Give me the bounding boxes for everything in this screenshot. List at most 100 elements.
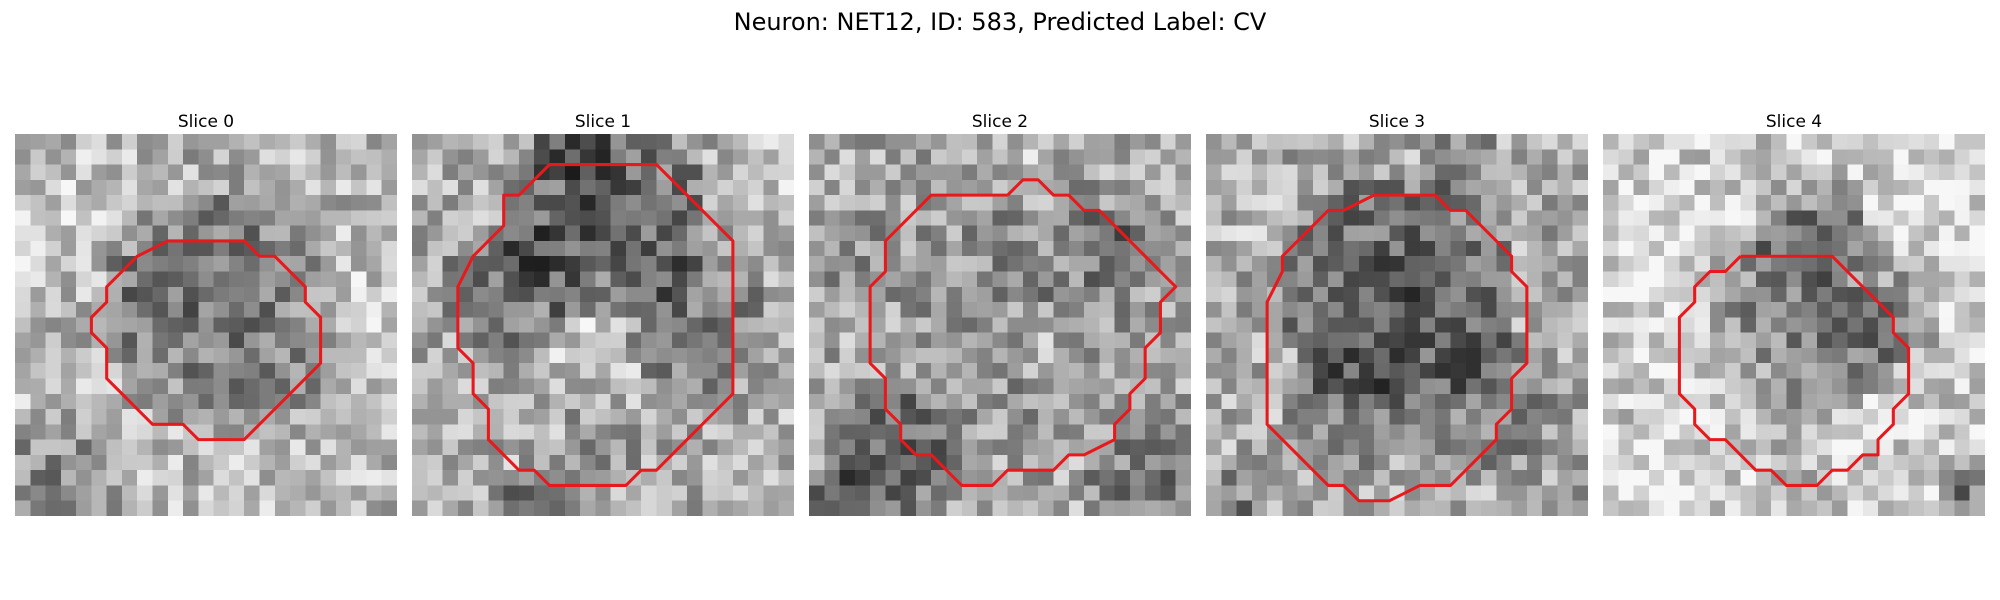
pixel	[854, 134, 871, 150]
pixel	[457, 134, 474, 150]
pixel	[1145, 454, 1161, 471]
pixel	[305, 454, 321, 471]
pixel	[1114, 332, 1131, 349]
pixel	[1740, 424, 1757, 440]
pixel	[1053, 210, 1070, 226]
pixel	[1725, 332, 1741, 349]
pixel	[1145, 210, 1161, 226]
pixel	[244, 393, 260, 410]
pixel	[335, 302, 352, 318]
pixel	[1007, 302, 1024, 318]
pixel	[1740, 164, 1757, 181]
pixel	[442, 302, 459, 318]
pixel	[152, 347, 169, 364]
pixel	[1099, 378, 1115, 395]
pixel	[427, 240, 443, 257]
pixel	[1236, 409, 1253, 425]
pixel	[580, 286, 596, 303]
pixel	[1450, 485, 1467, 502]
pixel	[1358, 240, 1375, 257]
pixel	[1648, 317, 1665, 333]
pixel	[60, 210, 77, 226]
pixel	[1969, 439, 1985, 456]
pixel	[30, 454, 46, 471]
pixel	[244, 164, 260, 181]
pixel	[1236, 439, 1253, 456]
pixel	[717, 500, 734, 516]
pixel	[1954, 347, 1971, 364]
pixel	[45, 393, 62, 410]
pixel	[900, 149, 917, 165]
pixel	[656, 134, 673, 150]
pixel	[1297, 424, 1314, 440]
pixel	[228, 454, 245, 471]
pixel	[717, 378, 734, 395]
pixel	[121, 500, 138, 516]
pixel	[76, 240, 92, 257]
pixel	[198, 271, 214, 288]
pixel	[1099, 393, 1115, 410]
pixel	[1939, 500, 1955, 516]
pixel	[137, 454, 153, 471]
pixel	[1206, 409, 1222, 425]
pixel	[1511, 378, 1528, 395]
pixel	[931, 317, 947, 333]
pixel	[1160, 240, 1177, 257]
pixel	[885, 256, 901, 272]
pixel	[30, 225, 46, 242]
pixel	[1465, 149, 1482, 165]
pixel	[503, 317, 520, 333]
pixel	[1939, 347, 1955, 364]
pixel	[60, 485, 77, 502]
pixel	[290, 454, 306, 471]
pixel	[1786, 347, 1802, 364]
pixel	[518, 500, 535, 516]
pixel	[106, 240, 123, 257]
pixel	[366, 134, 383, 150]
pixel	[1053, 332, 1070, 349]
pixel	[167, 332, 184, 349]
pixel	[870, 240, 886, 257]
pixel	[152, 409, 169, 425]
pixel	[1618, 378, 1634, 395]
pixel	[121, 210, 138, 226]
pixel	[1923, 195, 1940, 211]
pixel	[1648, 302, 1665, 318]
pixel	[259, 393, 276, 410]
pixel	[1419, 164, 1436, 181]
pixel	[1923, 134, 1940, 150]
pixel	[1771, 485, 1787, 502]
pixel	[1633, 332, 1650, 349]
pixel	[1603, 134, 1619, 150]
pixel	[549, 378, 566, 395]
pixel	[259, 210, 276, 226]
pixel	[412, 317, 428, 333]
pixel	[915, 363, 932, 379]
pixel	[45, 302, 62, 318]
pixel	[1053, 195, 1070, 211]
pixel	[687, 256, 703, 272]
pixel	[1358, 439, 1375, 456]
pixel	[1526, 454, 1543, 471]
pixel	[1801, 485, 1818, 502]
pixel	[1893, 409, 1909, 425]
pixel	[1038, 195, 1054, 211]
pixel	[1343, 378, 1360, 395]
pixel	[1251, 409, 1268, 425]
pixel	[1709, 424, 1726, 440]
pixel	[1114, 347, 1131, 364]
pixel	[839, 485, 856, 502]
pixel	[381, 363, 397, 379]
pixel	[1038, 210, 1054, 226]
pixel	[1236, 424, 1253, 440]
pixel	[1084, 485, 1100, 502]
pixel	[412, 378, 428, 395]
pixel	[137, 378, 153, 395]
pixel	[1251, 363, 1268, 379]
pixel	[870, 179, 886, 196]
pixel	[1939, 286, 1955, 303]
pixel	[366, 332, 383, 349]
slice-title-3: Slice 3	[1368, 112, 1426, 132]
pixel	[1328, 195, 1344, 211]
pixel	[564, 302, 581, 318]
